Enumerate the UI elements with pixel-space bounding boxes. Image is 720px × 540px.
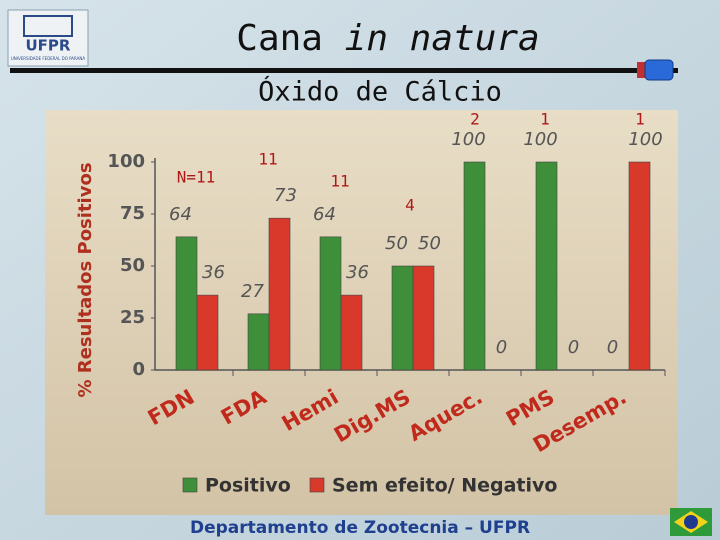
title-plain: Cana: [236, 18, 323, 59]
bar: [535, 161, 558, 371]
bar: [268, 217, 291, 371]
value-label: 73: [274, 185, 297, 206]
y-tick-label: 100: [107, 151, 145, 172]
bar: [628, 161, 651, 371]
value-label: 100: [523, 129, 557, 150]
bar: [319, 236, 342, 371]
value-label: 50: [385, 233, 408, 254]
logo-building: [23, 15, 73, 37]
bar: [175, 236, 198, 371]
value-label: 0: [568, 337, 579, 358]
logo-subtext: UNIVERSIDADE FEDERAL DO PARANÁ: [11, 56, 86, 61]
bar: [196, 294, 219, 371]
value-label: 64: [169, 204, 192, 225]
title-rule: [10, 68, 678, 73]
value-label: 100: [451, 129, 485, 150]
annotation: 1: [635, 110, 645, 129]
value-label: 0: [496, 337, 507, 358]
value-label: 36: [202, 262, 225, 283]
bar: [412, 265, 435, 371]
y-tick-label: 0: [132, 359, 145, 380]
value-label: 36: [346, 262, 369, 283]
logo-text: UFPR: [26, 37, 71, 55]
annotation: 11: [330, 172, 349, 191]
value-label: 100: [628, 129, 662, 150]
y-tick-label: 50: [120, 255, 145, 276]
rule-cap: [637, 62, 645, 78]
legend-label: Sem efeito/ Negativo: [332, 475, 557, 497]
bar: [391, 265, 414, 371]
annotation: 1: [540, 110, 550, 129]
rule-icon: [644, 59, 674, 81]
slide-title: Cana in natura: [236, 18, 539, 59]
bar: [247, 313, 270, 371]
bar: [463, 161, 486, 371]
annotation: 4: [405, 196, 415, 215]
value-label: 50: [418, 233, 441, 254]
value-label: 64: [313, 204, 336, 225]
value-label: 27: [241, 281, 264, 302]
legend-swatch: [182, 477, 198, 493]
annotation: N=11: [177, 168, 216, 187]
annotation: 11: [258, 150, 277, 169]
y-tick-label: 25: [120, 307, 145, 328]
title-italic: in natura: [345, 18, 540, 59]
y-tick-label: 75: [120, 203, 145, 224]
annotation: 2: [470, 110, 480, 129]
legend-label: Positivo: [205, 475, 291, 497]
flag: [670, 508, 712, 536]
logo-box: [7, 9, 89, 67]
value-label: 0: [607, 337, 618, 358]
chart-subtitle: Óxido de Cálcio: [258, 76, 502, 108]
footer: Departamento de Zootecnia – UFPR: [190, 518, 530, 538]
y-axis-label: % Resultados Positivos: [75, 162, 96, 397]
legend-swatch: [309, 477, 325, 493]
bar: [340, 294, 363, 371]
